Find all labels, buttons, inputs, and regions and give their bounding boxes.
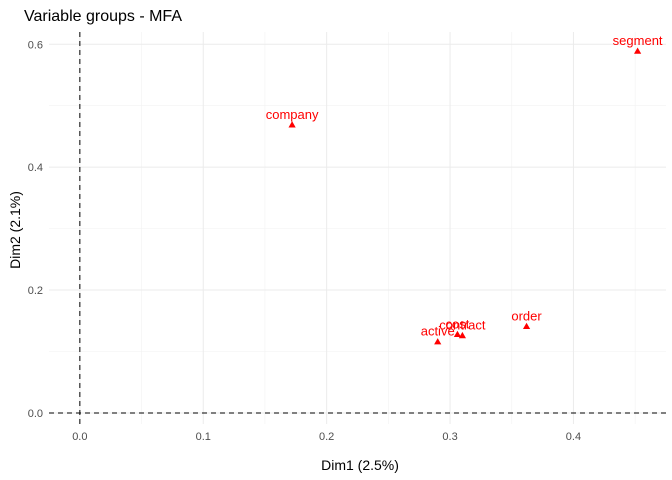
x-tick-label: 0.0 — [72, 431, 87, 443]
tick-labels: 0.0 0.1 0.2 0.3 0.4 0.0 0.2 0.4 0.6 — [28, 39, 581, 443]
x-tick-label: 0.3 — [442, 431, 457, 443]
y-tick-label: 0.0 — [28, 408, 43, 420]
data-point-cost — [453, 330, 462, 337]
point-label-active: active — [421, 324, 455, 339]
data-point-company — [288, 121, 296, 128]
chart-title: Variable groups - MFA — [24, 8, 182, 25]
reference-lines — [49, 32, 666, 424]
point-label-cost: cost — [446, 316, 470, 331]
x-tick-label: 0.2 — [319, 431, 334, 443]
point-label-segment: segment — [613, 33, 663, 48]
x-axis-title: Dim1 (2.5%) — [321, 457, 399, 473]
grid — [49, 32, 666, 424]
x-tick-label: 0.4 — [566, 431, 581, 443]
data-point-segment — [634, 47, 642, 54]
point-label-company: company — [266, 107, 319, 122]
y-tick-label: 0.2 — [28, 285, 43, 297]
x-tick-label: 0.1 — [196, 431, 211, 443]
y-axis-title: Dim2 (2.1%) — [7, 191, 23, 269]
data-point-active — [434, 338, 442, 345]
point-label-order: order — [511, 308, 542, 323]
y-tick-label: 0.4 — [28, 162, 43, 174]
y-tick-label: 0.6 — [28, 39, 43, 51]
data-points — [288, 47, 642, 345]
data-point-order — [522, 322, 531, 330]
point-label-contract: contract — [439, 318, 486, 333]
